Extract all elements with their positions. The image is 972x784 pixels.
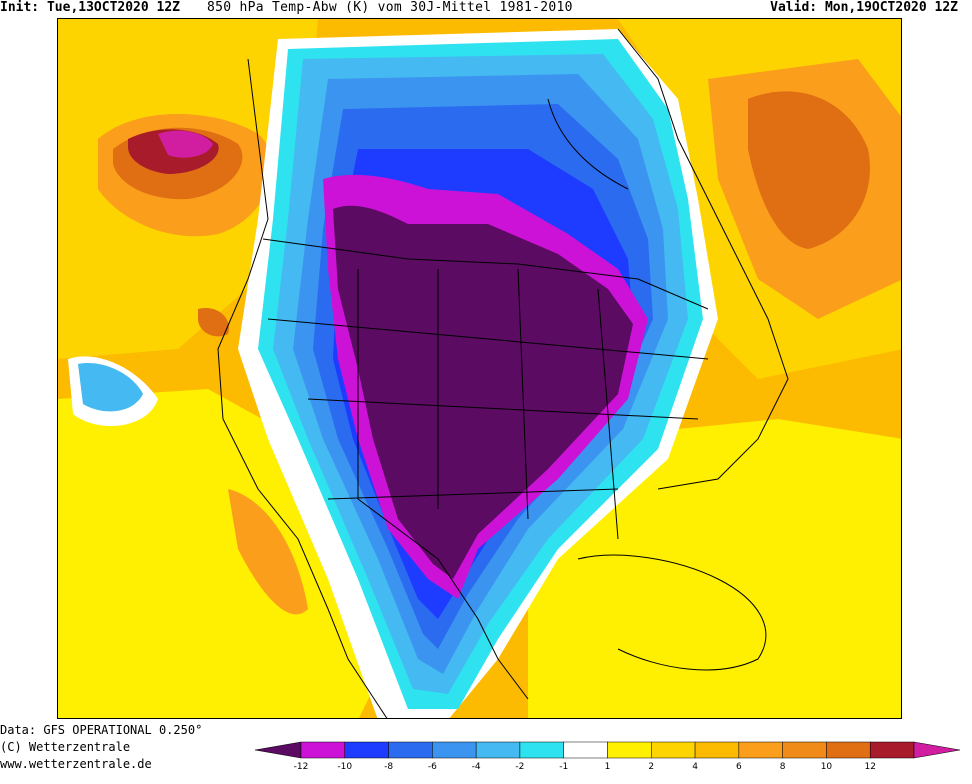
legend-bin xyxy=(607,741,652,759)
legend-bin xyxy=(826,741,871,759)
legend-tick-label: -8 xyxy=(384,762,393,772)
state-line-6 xyxy=(517,268,529,520)
legend-bin-max xyxy=(913,741,961,759)
header: Init: Tue,13OCT2020 12Z 850 hPa Temp-Abw… xyxy=(0,0,972,18)
gulf-coastline xyxy=(577,554,767,671)
valid-time: Valid: Mon,19OCT2020 12Z xyxy=(770,0,958,15)
northeast-dark-orange xyxy=(748,91,870,249)
legend-bin xyxy=(782,741,827,759)
hudson-bay-shore xyxy=(547,98,629,190)
data-source: Data: GFS OPERATIONAL 0.250° xyxy=(0,723,203,737)
state-line-7 xyxy=(597,288,619,540)
legend-tick-label: 8 xyxy=(780,762,786,772)
website: www.wetterzentrale.de xyxy=(0,757,152,771)
anomaly-map-svg xyxy=(58,19,901,718)
state-line-1 xyxy=(267,318,709,360)
cold-core-purple xyxy=(333,205,633,579)
legend-bin xyxy=(563,741,608,759)
legend-tick-label: -6 xyxy=(428,762,437,772)
east-coastline xyxy=(617,28,789,490)
state-line-2 xyxy=(307,398,699,420)
baja-orange xyxy=(228,489,308,615)
legend-bin xyxy=(869,741,915,759)
legend-tick-label: 4 xyxy=(692,762,698,772)
footer: Data: GFS OPERATIONAL 0.250° (C) Wetterz… xyxy=(0,722,202,773)
init-time: Init: Tue,13OCT2020 12Z xyxy=(0,0,181,15)
canada-us-border xyxy=(262,238,709,310)
legend-bin xyxy=(432,741,477,759)
legend-tick-label: -12 xyxy=(294,762,309,772)
legend-tick-label: 10 xyxy=(821,762,833,772)
legend-bin xyxy=(344,741,389,759)
state-line-3 xyxy=(327,488,619,500)
color-legend-svg: -12 -10 -8 -6 -4 -2 -1 1 2 4 6 8 10 12 xyxy=(254,741,961,772)
legend-tick-label: 1 xyxy=(605,762,611,772)
anomaly-map xyxy=(57,18,902,719)
pacific-coastline xyxy=(217,58,388,718)
legend-tick-label: -1 xyxy=(559,762,568,772)
copyright: (C) Wetterzentrale xyxy=(0,740,131,754)
legend-bin xyxy=(300,741,346,759)
color-legend: -12 -10 -8 -6 -4 -2 -1 1 2 4 6 8 10 12 xyxy=(254,740,965,778)
legend-tick-label: -4 xyxy=(472,762,481,772)
legend-bin-min xyxy=(254,741,302,759)
mexico-border xyxy=(357,498,529,700)
legend-bin xyxy=(694,741,740,759)
legend-tick-label: 2 xyxy=(648,762,654,772)
legend-tick-label: -2 xyxy=(515,762,524,772)
legend-bin xyxy=(475,741,521,759)
legend-bin xyxy=(519,741,564,759)
offshore-cold-blob xyxy=(78,363,143,412)
legend-bin xyxy=(651,741,696,759)
legend-bin xyxy=(738,741,783,759)
legend-tick-label: 12 xyxy=(864,762,875,772)
pacific-warm-peak xyxy=(158,130,213,158)
boundaries xyxy=(217,28,789,718)
offshore-orange-spot xyxy=(198,308,229,337)
legend-tick-label: 6 xyxy=(736,762,742,772)
legend-tick-label: -10 xyxy=(337,762,352,772)
map-title: 850 hPa Temp-Abw (K) vom 30J-Mittel 1981… xyxy=(207,0,573,15)
legend-bin xyxy=(388,741,433,759)
